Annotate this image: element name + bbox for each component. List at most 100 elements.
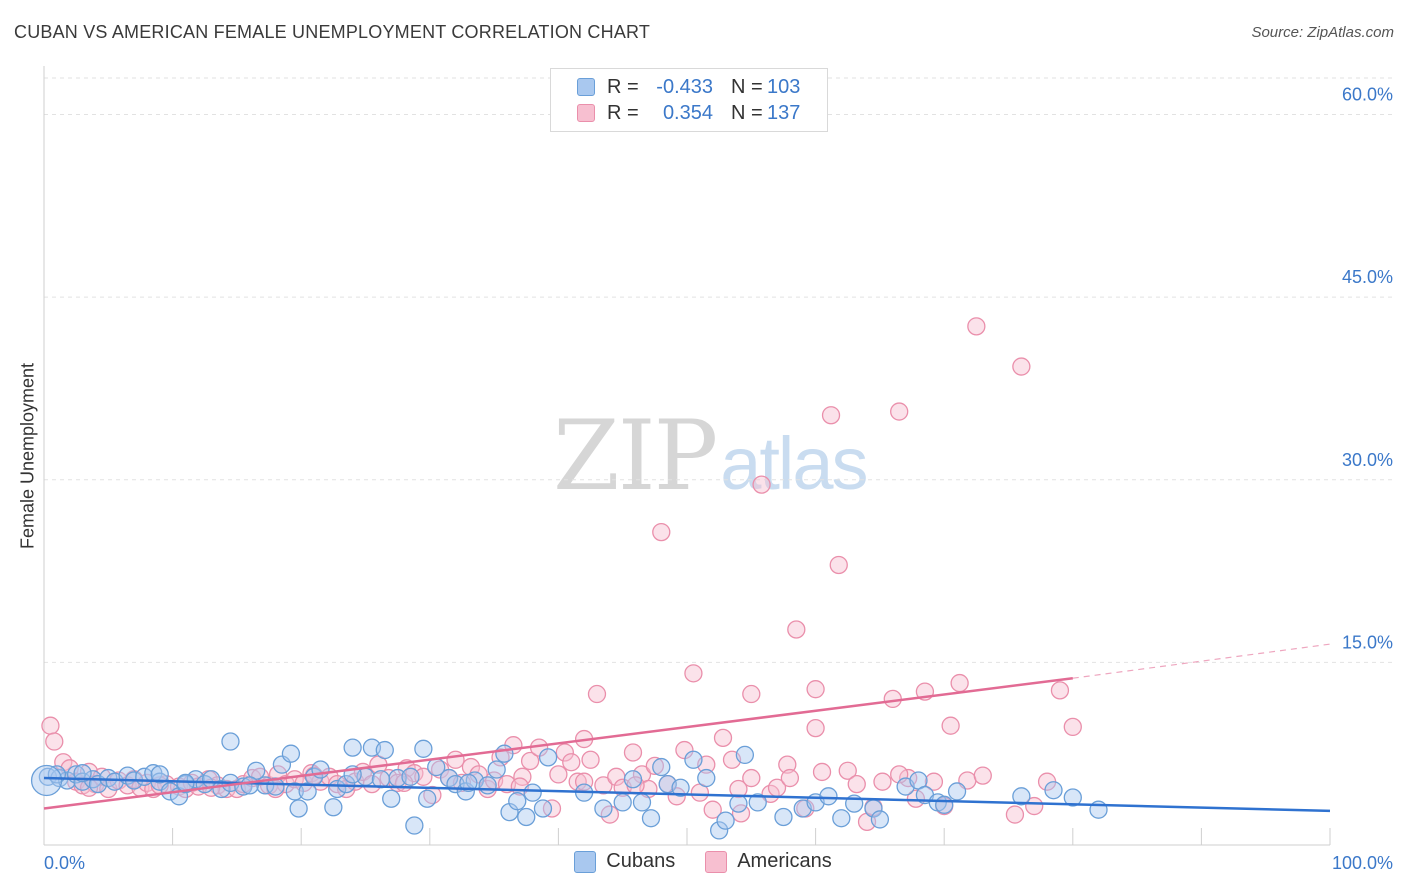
cubans-point	[538, 748, 558, 767]
cubans-point	[57, 771, 77, 790]
cubans-trend-line	[43, 776, 1331, 813]
cubans-point	[240, 776, 259, 795]
americans-point	[838, 761, 857, 780]
americans-point	[890, 402, 909, 421]
cubans-point	[748, 793, 767, 812]
n-label: N =	[731, 101, 763, 124]
americans-point	[973, 766, 992, 785]
n-value: 137	[767, 101, 801, 124]
cubans-point	[523, 783, 542, 802]
cubans-point	[1063, 788, 1082, 807]
americans-trend-extension	[1072, 643, 1331, 679]
cubans-point	[697, 768, 716, 788]
americans-point	[461, 757, 481, 777]
cubans-point-cluster	[30, 764, 63, 797]
americans-point	[742, 684, 761, 704]
americans-legend-swatch	[705, 850, 728, 873]
americans-point	[562, 753, 581, 772]
cubans-point	[186, 770, 205, 789]
legend-row-cubans: R = -0.433 N = 103	[577, 75, 800, 99]
americans-point	[1025, 796, 1044, 816]
cubans-point	[684, 750, 703, 769]
y-tick-label: 45.0%	[1342, 267, 1393, 287]
cubans-point	[487, 760, 506, 779]
americans-point	[778, 755, 797, 774]
americans-point	[806, 718, 825, 738]
cubans-point	[375, 740, 394, 760]
r-value: -0.433	[656, 75, 713, 98]
cubans-point	[671, 778, 690, 797]
americans-point	[446, 750, 465, 769]
watermark-atlas: atlas	[720, 422, 868, 505]
chart-title: CUBAN VS AMERICAN FEMALE UNEMPLOYMENT CO…	[14, 22, 651, 42]
cubans-point	[613, 793, 632, 812]
r-value: 0.354	[662, 101, 713, 124]
americans-point	[581, 750, 600, 769]
americans-point	[806, 680, 825, 699]
americans-point	[549, 765, 568, 784]
americans-point	[752, 475, 771, 494]
cubans-point	[418, 789, 437, 808]
americans-point	[787, 620, 806, 639]
americans-point	[829, 555, 848, 575]
americans-point	[950, 673, 969, 693]
americans-point	[780, 768, 800, 788]
americans-point	[941, 716, 960, 735]
americans-point	[821, 406, 841, 425]
cubans-point	[870, 810, 890, 829]
cubans-point	[281, 744, 301, 763]
axes	[43, 66, 1331, 846]
americans-point	[742, 768, 761, 788]
cubans-point	[150, 765, 169, 784]
cubans-point	[495, 744, 514, 763]
cubans-point	[414, 739, 433, 758]
cubans-point	[401, 767, 420, 786]
cubans-point	[623, 770, 643, 789]
series-legend: Cubans Americans	[0, 850, 1406, 873]
cubans-point	[710, 821, 729, 840]
americans-point	[1063, 717, 1082, 737]
cubans-point	[517, 807, 536, 827]
americans-point	[41, 716, 60, 735]
cubans-point	[337, 774, 356, 794]
cubans-legend-swatch	[574, 850, 597, 873]
americans-point	[414, 767, 433, 786]
americans-point	[873, 772, 892, 791]
americans-point	[652, 522, 671, 542]
americans-point	[812, 762, 832, 782]
americans-point	[1005, 805, 1025, 824]
cubans-point	[729, 794, 748, 813]
americans-point	[924, 772, 944, 791]
grid-lines	[44, 77, 1392, 663]
cubans-swatch	[577, 78, 595, 96]
watermark-zip: ZIP	[553, 400, 718, 512]
y-tick-label: 30.0%	[1342, 450, 1393, 470]
zipatlas-watermark: ZIPatlas	[553, 400, 869, 512]
x-tick-label: 0.0%	[44, 853, 85, 873]
americans-point	[568, 772, 587, 791]
legend-item-cubans[interactable]: Cubans	[574, 850, 675, 873]
cubans-point	[285, 782, 304, 801]
cubans-point	[632, 793, 652, 812]
americans-trend-line	[43, 676, 1073, 810]
legend-row-americans: R = 0.354 N = 137	[577, 101, 800, 125]
x-tick-label: 100.0%	[1332, 853, 1393, 873]
cubans-point	[405, 816, 424, 835]
cubans-point	[1012, 787, 1031, 806]
legend-item-americans[interactable]: Americans	[705, 850, 832, 873]
cubans-point	[774, 807, 793, 827]
cubans-point	[382, 789, 401, 808]
r-label: R =	[607, 101, 639, 124]
cubans-point	[73, 764, 92, 783]
cubans-point	[533, 799, 553, 818]
americans-point	[967, 317, 986, 336]
cubans-point	[832, 809, 851, 828]
y-axis-label: Female Unemployment	[17, 362, 38, 550]
americans-legend-label: Americans	[737, 850, 832, 872]
n-value: 103	[767, 75, 801, 98]
cubans-point	[459, 773, 478, 793]
cubans-point	[289, 799, 308, 818]
cubans-point	[935, 795, 954, 814]
cubans-point	[819, 787, 838, 806]
americans-point	[847, 774, 866, 794]
